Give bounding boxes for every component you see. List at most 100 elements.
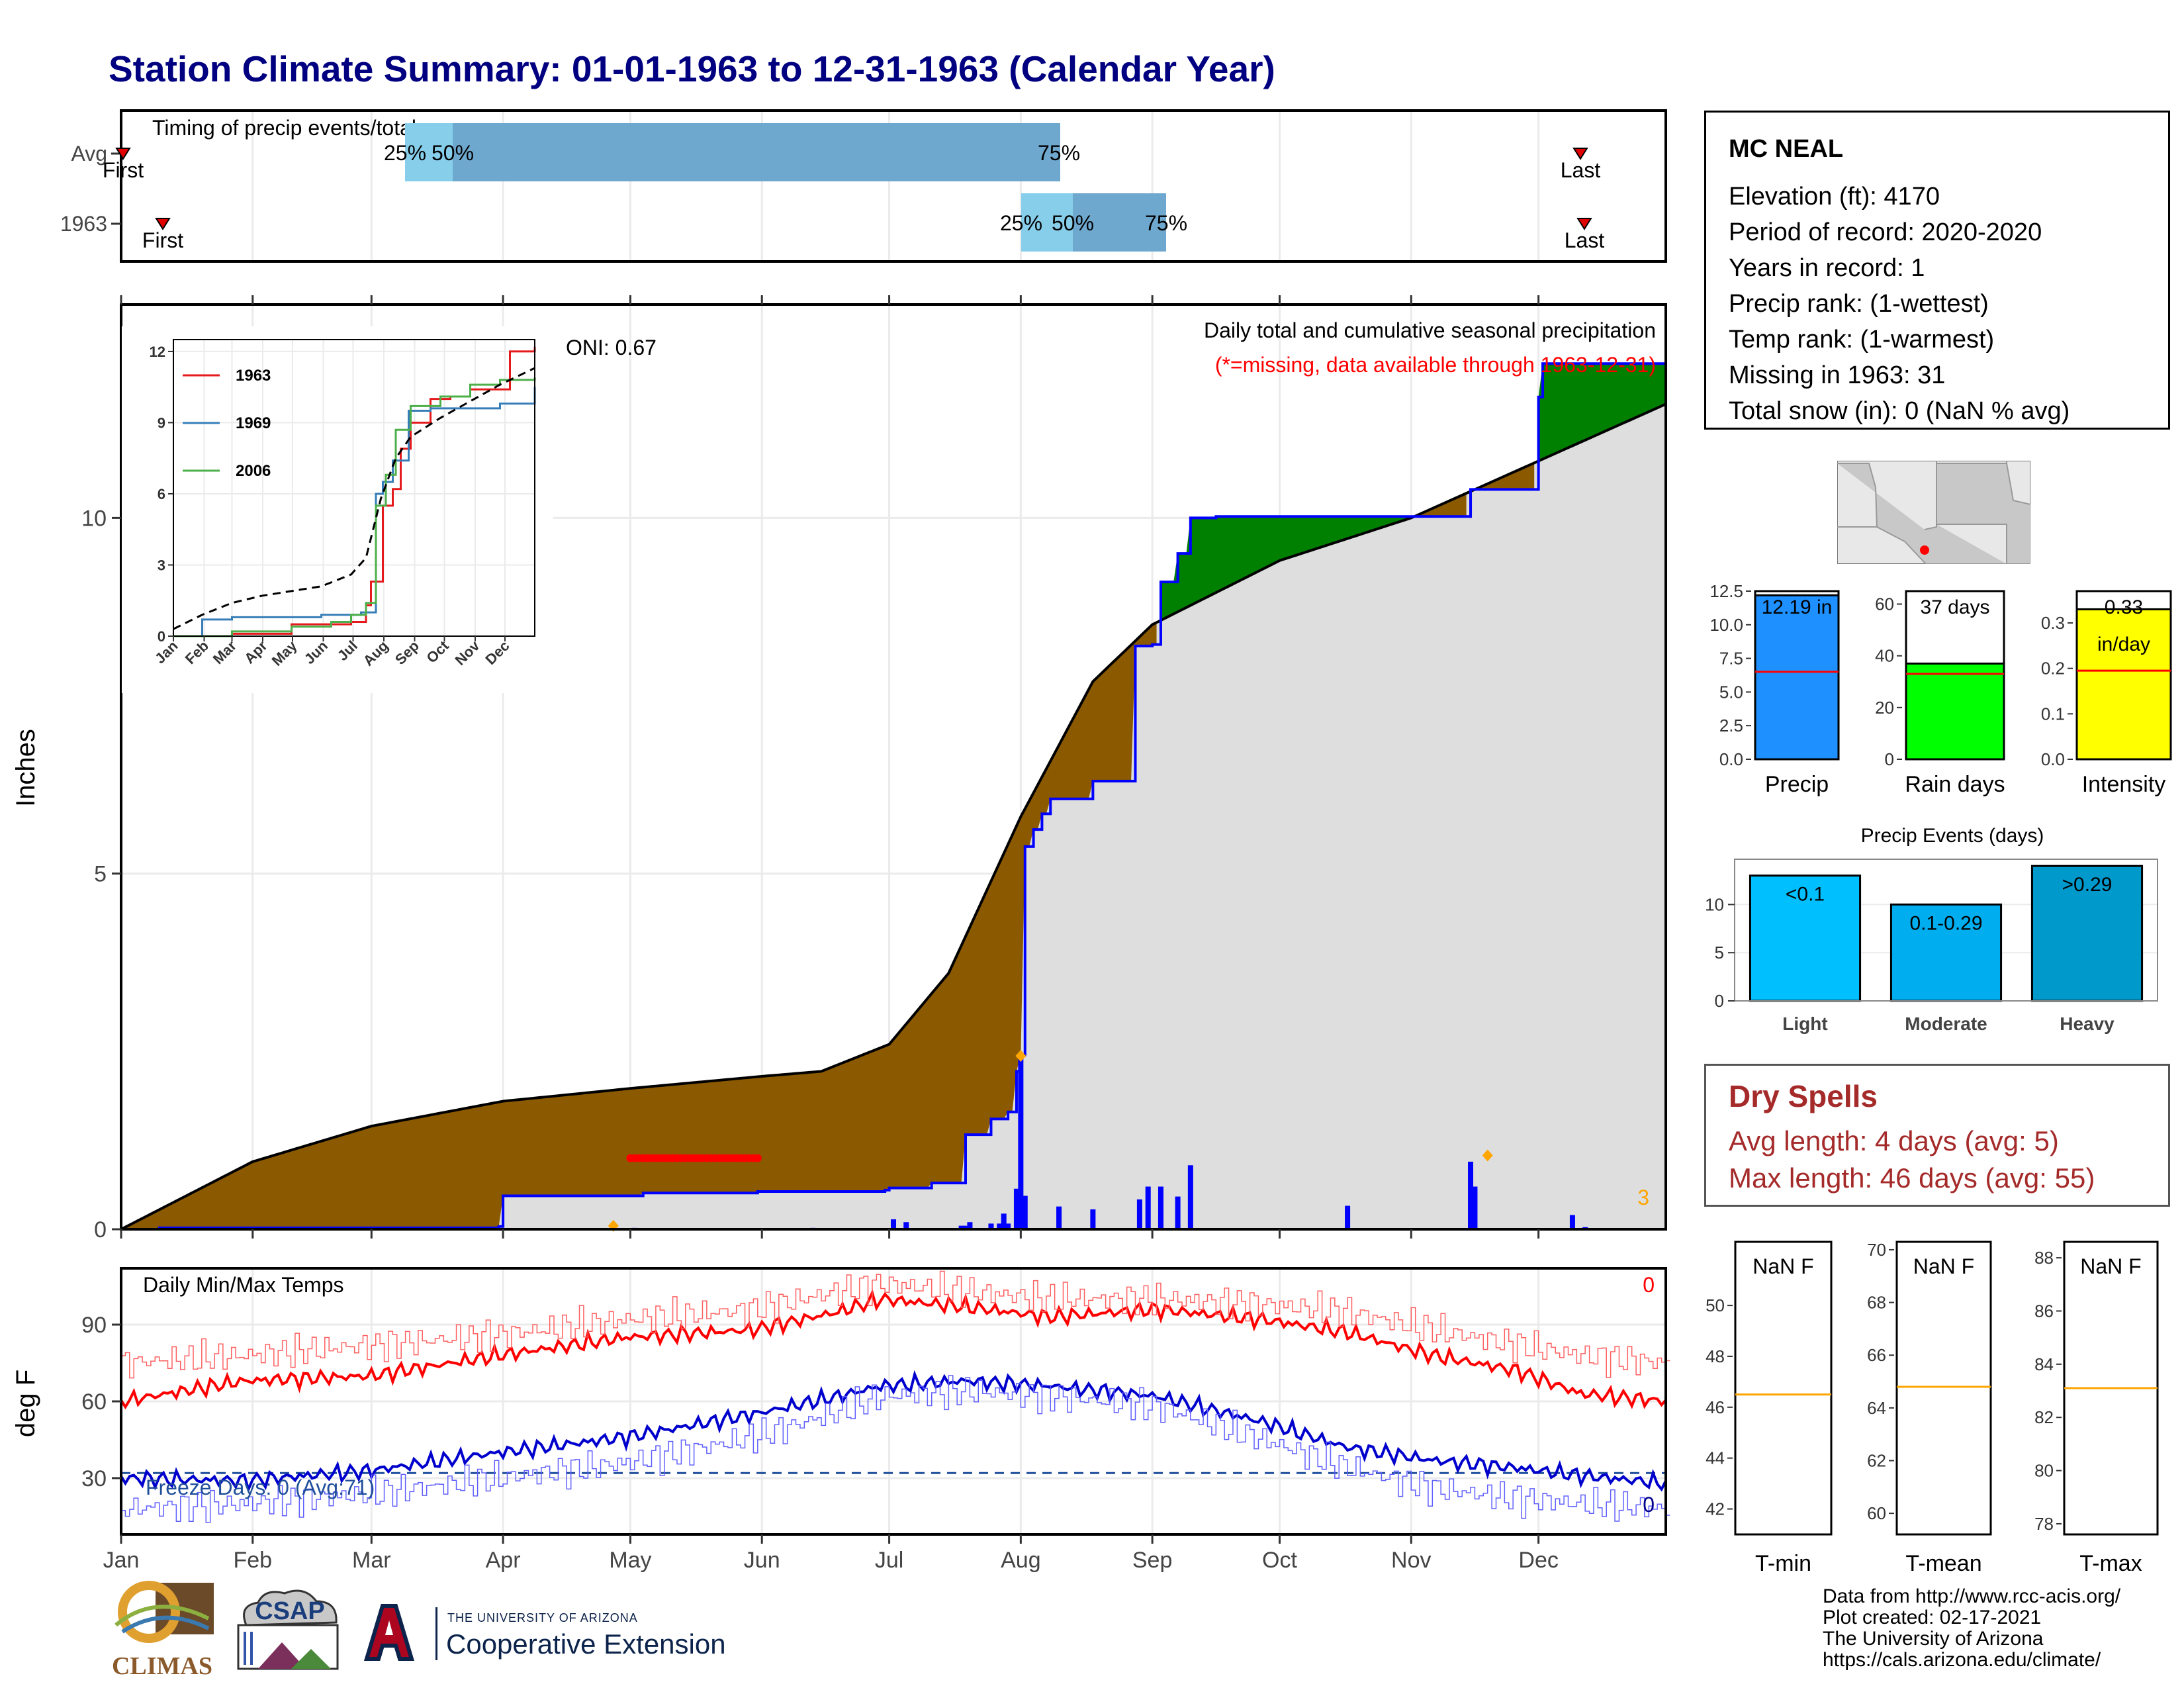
daily-precip-bar xyxy=(1001,1213,1007,1229)
events-category-label: Light xyxy=(1782,1013,1827,1034)
timing-title: Timing of precip events/totals xyxy=(152,116,427,140)
temp-ytick-label: 30 xyxy=(81,1466,107,1491)
climas-logo: CLIMAS xyxy=(109,1579,215,1680)
station-snow: Total snow (in): 0 (NaN % avg) xyxy=(1729,397,2070,425)
station-precip-rank: Precip rank: (1-wettest) xyxy=(1729,290,1989,318)
month-label: May xyxy=(609,1548,651,1573)
normal-cumulative-area xyxy=(121,404,1666,1229)
inset-background xyxy=(122,326,553,693)
csap-logo: CSAP xyxy=(232,1585,349,1678)
station-elevation: Elevation (ft): 4170 xyxy=(1729,183,1940,211)
events-bar-label: <0.1 xyxy=(1786,884,1825,906)
gauge-frame xyxy=(1895,1241,1992,1536)
avg-q50-label: 50% xyxy=(432,141,474,165)
daily-precip-bar xyxy=(967,1222,973,1229)
daily-precip-bar xyxy=(1187,1165,1193,1229)
precip-events-chart: Precip Events (days) <0.1 Light 0.1-0.29 Mo… xyxy=(1705,825,2158,1034)
gauge-ytick-label: 66 xyxy=(1867,1345,1886,1365)
inset-avg-line xyxy=(173,367,535,630)
daily-precip-bar xyxy=(1569,1215,1575,1229)
ua-logo: THE UNIVERSITY OF ARIZONA Cooperative Ex… xyxy=(363,1602,760,1675)
daily-precip-bar xyxy=(1013,1188,1019,1229)
climas-logo-text: CLIMAS xyxy=(111,1652,213,1680)
gauge-ytick-label: 78 xyxy=(2034,1514,2054,1534)
summary-ytick-label: 0.2 xyxy=(2041,659,2065,679)
gauge-ytick-label: 68 xyxy=(1867,1293,1886,1313)
y1963-first-label: First xyxy=(142,228,183,252)
daily-precip-bar xyxy=(958,1225,964,1229)
events-bars: <0.1 Light 0.1-0.29 Moderate >0.29 Heavy xyxy=(1749,865,2144,1034)
summary-ytick-label: 0.1 xyxy=(2041,704,2065,724)
gauge-value-label: NaN F xyxy=(1913,1254,1974,1278)
gauge-ytick-label: 70 xyxy=(1867,1240,1886,1260)
inset-ytick-label: 3 xyxy=(158,557,165,573)
precip-chart: 0 5 10 Inches Daily total and cumulative s… xyxy=(11,295,1667,1243)
inset-lines xyxy=(173,346,536,637)
y1963-last-label: Last xyxy=(1565,228,1605,252)
summary-ytick-label: 0.3 xyxy=(2041,613,2065,633)
avg-last-marker xyxy=(1572,148,1588,160)
daily-precip-bar xyxy=(1018,1058,1024,1229)
y1963-last-marker xyxy=(1576,218,1592,230)
timing-row-year: 1963 xyxy=(60,212,107,236)
daily-precip-bar xyxy=(903,1222,909,1229)
csap-logo-text: CSAP xyxy=(255,1597,325,1625)
precip-ytick-label: 5 xyxy=(94,862,107,887)
y1963-q25-q50-bar xyxy=(1021,193,1073,252)
precip-frame xyxy=(120,303,1667,1231)
precip-ytick-label: 0 xyxy=(94,1217,107,1243)
avg-last-label: Last xyxy=(1561,158,1601,182)
inset-ytick-label: 9 xyxy=(158,414,165,431)
max-precip-marker xyxy=(1482,1149,1493,1162)
daily-precip-bar xyxy=(963,1225,969,1229)
inset-legend-label: 1963 xyxy=(236,367,271,385)
avg-q75-label: 75% xyxy=(1038,141,1080,165)
inset-ytick-label: 12 xyxy=(150,344,165,360)
daily-precip-bar xyxy=(1472,1186,1478,1229)
ua-small-text: THE UNIVERSITY OF ARIZONA xyxy=(447,1611,638,1624)
gauge-ytick-label: 42 xyxy=(1706,1499,1725,1519)
gauge-ytick-label: 86 xyxy=(2034,1301,2054,1321)
summary-bar xyxy=(1754,594,1840,761)
oni-label: ONI: 0.67 xyxy=(566,336,657,359)
footer-line: The University of Arizona xyxy=(1823,1628,2044,1650)
precip-corner-value: 3 xyxy=(1637,1186,1649,1209)
avg-q25-label: 25% xyxy=(384,141,426,165)
summary-value-label: 37 days xyxy=(1920,596,1989,618)
events-category-label: Moderate xyxy=(1905,1013,1987,1034)
summary-ytick-label: 60 xyxy=(1875,594,1894,614)
gauge-ytick-label: 46 xyxy=(1706,1397,1725,1417)
inset-frame xyxy=(173,339,535,637)
summary-value-label: 12.19 in xyxy=(1762,596,1833,618)
temp-ytick-label: 90 xyxy=(81,1313,107,1338)
daily-precip-bar xyxy=(1145,1186,1151,1229)
precip-title: Daily total and cumulative seasonal prec… xyxy=(1204,318,1656,342)
summary-axis-label: Intensity xyxy=(2082,772,2166,797)
temperature-gauges: 42 44 46 48 50 NaN F T-min 60 62 64 66 68 70 NaN F T-m… xyxy=(1706,1240,2159,1576)
inset-series-2006 xyxy=(173,377,536,637)
summary-ytick-label: 5.0 xyxy=(1719,682,1743,702)
inset-ytick-label: 0 xyxy=(158,628,165,645)
y1963-q25-label: 25% xyxy=(1000,211,1042,235)
temp-lines xyxy=(120,1270,1670,1523)
page-title: Station Climate Summary: 01-01-1963 to 1… xyxy=(109,48,1275,89)
month-label: Aug xyxy=(1001,1548,1041,1573)
summary-value-unit: in/day xyxy=(2097,633,2150,655)
summary-bar xyxy=(2075,608,2172,761)
inset-legend-label: 2006 xyxy=(236,462,271,480)
precip-daily-bars xyxy=(156,1058,1588,1229)
climas-emblem xyxy=(114,1581,214,1643)
summary-ytick-label: 0.0 xyxy=(2041,749,2065,769)
gauge-axis-label: T-mean xyxy=(1905,1551,1981,1576)
y1963-q75-label: 75% xyxy=(1145,211,1187,235)
temp-title: Daily Min/Max Temps xyxy=(143,1273,343,1297)
month-label: Sep xyxy=(1132,1548,1173,1573)
normal-cumulative-line xyxy=(120,402,1666,1231)
month-label: Nov xyxy=(1391,1548,1431,1573)
inset-legend-label: 1969 xyxy=(236,414,271,432)
gauge-ytick-label: 88 xyxy=(2034,1248,2054,1268)
ua-divider xyxy=(435,1607,437,1660)
temperature-chart: 30 60 90 Jan Feb Mar Apr May Jun Jul Aug Sep Oct Nov D… xyxy=(11,1267,1670,1573)
actual-cumulative-line xyxy=(121,362,1667,1231)
gauge-ytick-label: 62 xyxy=(1867,1451,1886,1471)
